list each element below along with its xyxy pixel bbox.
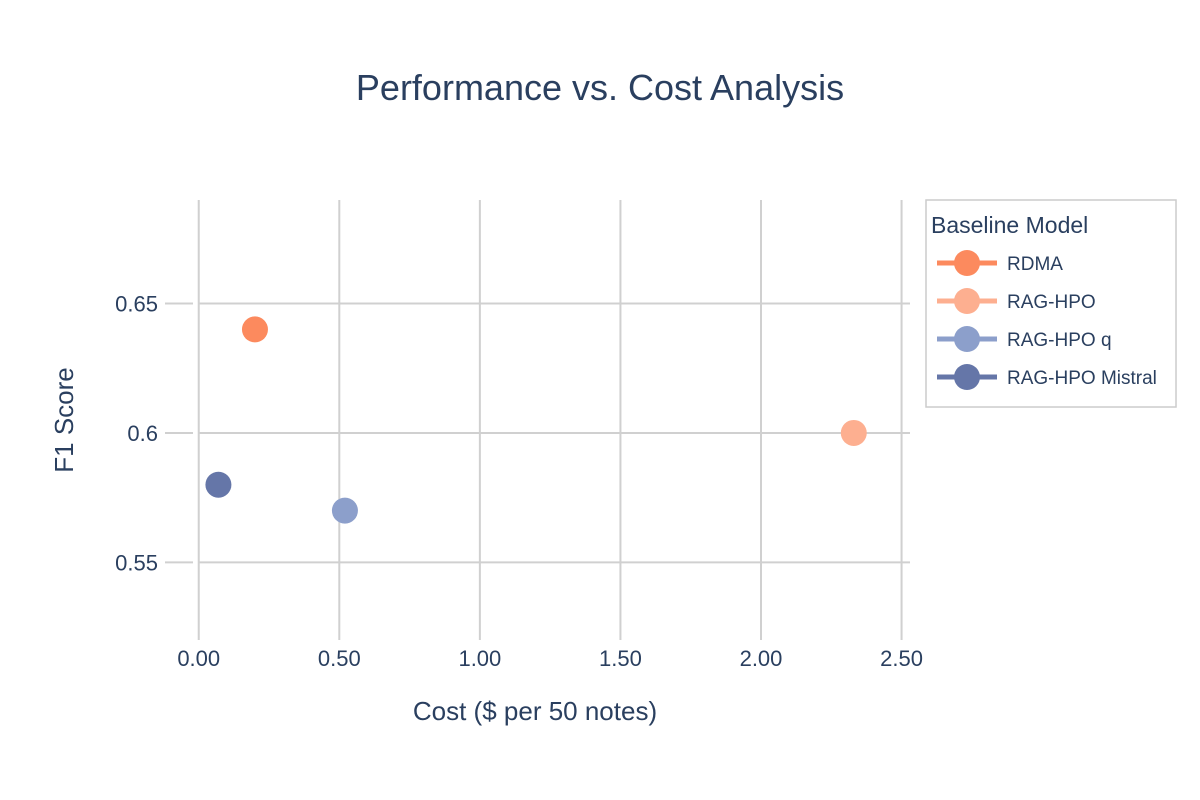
plot-area: 0.00 0.50 1.00 1.50 2.00 2.50 0.55 0.6 0.65 — [115, 200, 923, 671]
legend-item: RAG-HPO q — [937, 326, 1112, 352]
y-gridlines — [165, 302, 910, 564]
x-tick-label: 1.50 — [599, 646, 642, 671]
x-axis-label: Cost ($ per 50 notes) — [413, 696, 657, 726]
legend-label: RAG-HPO q — [1007, 330, 1112, 351]
data-point — [241, 316, 268, 343]
y-tick-labels: 0.55 0.6 0.65 — [115, 292, 158, 576]
legend-label: RDMA — [1007, 254, 1063, 275]
legend-item: RAG-HPO — [937, 288, 1096, 314]
legend-label: RAG-HPO — [1007, 292, 1096, 313]
y-tick-label: 0.6 — [127, 421, 158, 446]
legend-marker — [954, 250, 980, 276]
legend-marker — [954, 364, 980, 390]
data-point — [205, 471, 232, 498]
legend-items: RDMA RAG-HPO RAG-HPO q RAG-HPO Mistral — [937, 250, 1157, 390]
legend-label: RAG-HPO Mistral — [1007, 368, 1157, 389]
legend: Baseline Model RDMA RAG-HPO RAG-HPO q RAG-H… — [925, 199, 1177, 408]
chart-title: Performance vs. Cost Analysis — [356, 67, 844, 108]
x-tick-label: 2.00 — [740, 646, 783, 671]
x-tick-label: 2.50 — [880, 646, 923, 671]
x-gridlines — [197, 200, 903, 640]
x-tick-label: 0.00 — [177, 646, 220, 671]
y-tick-label: 0.55 — [115, 550, 158, 575]
x-tick-label: 0.50 — [318, 646, 361, 671]
data-point — [331, 497, 358, 524]
x-tick-label: 1.00 — [458, 646, 501, 671]
x-tick-labels: 0.00 0.50 1.00 1.50 2.00 2.50 — [177, 646, 923, 671]
data-points — [205, 316, 867, 524]
y-axis-label: F1 Score — [49, 367, 79, 473]
legend-item: RDMA — [937, 250, 1063, 276]
data-point — [840, 419, 867, 446]
legend-marker — [954, 326, 980, 352]
legend-title: Baseline Model — [931, 212, 1088, 238]
legend-marker — [954, 288, 980, 314]
legend-item: RAG-HPO Mistral — [937, 364, 1157, 390]
y-tick-label: 0.65 — [115, 292, 158, 317]
